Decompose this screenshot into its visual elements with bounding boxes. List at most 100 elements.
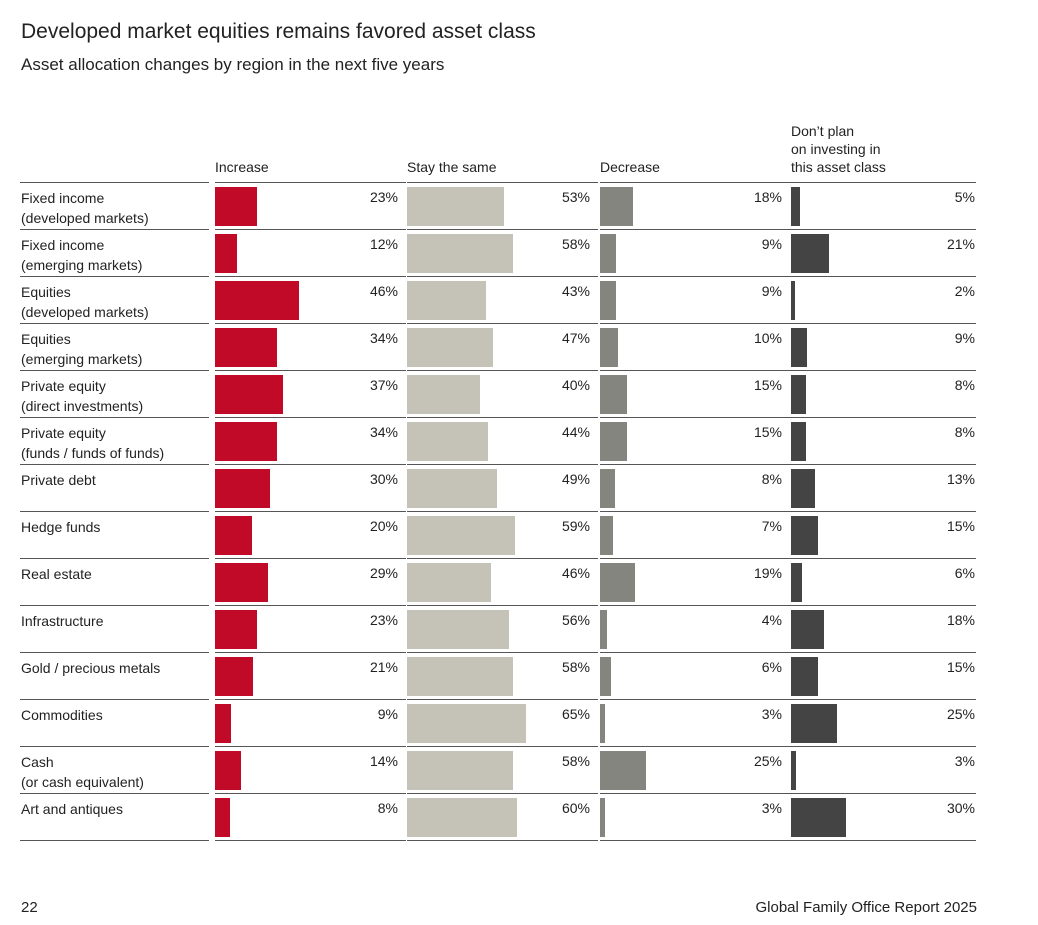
- bar-dont-plan: [791, 375, 806, 414]
- row-separator: [215, 464, 406, 465]
- value-label: 30%: [369, 471, 398, 487]
- row-separator: [215, 417, 406, 418]
- row-separator: [407, 793, 598, 794]
- row-separator: [791, 840, 976, 841]
- bar-increase: [215, 375, 283, 414]
- row-label: Art and antiques: [21, 801, 123, 817]
- value-label: 40%: [561, 377, 590, 393]
- bar-stay-the-same: [407, 328, 493, 367]
- row-label: Private equity (direct investments): [21, 378, 144, 414]
- value-label: 2%: [954, 283, 975, 299]
- value-label: 44%: [561, 424, 590, 440]
- row-separator: [20, 558, 209, 559]
- row-label: Fixed income (emerging markets): [21, 237, 143, 273]
- value-label: 20%: [369, 518, 398, 534]
- row-separator: [407, 605, 598, 606]
- value-label: 19%: [753, 565, 782, 581]
- row-separator: [600, 793, 791, 794]
- row-separator: [215, 276, 406, 277]
- value-label: 56%: [561, 612, 590, 628]
- value-label: 30%: [946, 800, 975, 816]
- row-separator: [791, 229, 976, 230]
- row-separator: [791, 417, 976, 418]
- row-separator: [600, 840, 791, 841]
- column-header-stay-the-same: Stay the same: [407, 159, 497, 175]
- publication-name: Global Family Office Report 2025: [755, 899, 978, 916]
- value-label: 29%: [369, 565, 398, 581]
- value-label: 23%: [369, 189, 398, 205]
- row-separator: [600, 417, 791, 418]
- value-label: 34%: [369, 330, 398, 346]
- bar-stay-the-same: [407, 563, 492, 602]
- bar-decrease: [600, 328, 619, 367]
- bar-dont-plan: [791, 187, 801, 226]
- row-label: Equities (developed markets): [21, 284, 149, 320]
- row-separator: [791, 605, 976, 606]
- chart-subtitle: Asset allocation changes by region in th…: [21, 55, 445, 74]
- value-label: 34%: [369, 424, 398, 440]
- value-label: 23%: [369, 612, 398, 628]
- bar-stay-the-same: [407, 704, 526, 743]
- row-separator: [600, 323, 791, 324]
- value-label: 7%: [761, 518, 782, 534]
- value-label: 25%: [753, 753, 782, 769]
- row-separator: [407, 276, 598, 277]
- row-separator: [791, 699, 976, 700]
- value-label: 25%: [946, 706, 975, 722]
- chart-title: Developed market equities remains favore…: [21, 20, 536, 43]
- bar-dont-plan: [791, 657, 819, 696]
- page-number: 22: [21, 899, 38, 916]
- row-separator: [215, 229, 406, 230]
- bar-decrease: [600, 469, 615, 508]
- value-label: 12%: [369, 236, 398, 252]
- bar-decrease: [600, 281, 617, 320]
- row-separator: [600, 699, 791, 700]
- row-separator: [791, 370, 976, 371]
- row-separator: [20, 182, 209, 183]
- bar-increase: [215, 798, 230, 837]
- bar-decrease: [600, 375, 628, 414]
- row-separator: [20, 652, 209, 653]
- row-separator: [215, 182, 406, 183]
- bar-decrease: [600, 422, 628, 461]
- value-label: 37%: [369, 377, 398, 393]
- bar-stay-the-same: [407, 751, 514, 790]
- row-separator: [791, 182, 976, 183]
- bar-dont-plan: [791, 469, 815, 508]
- bar-dont-plan: [791, 751, 797, 790]
- value-label: 14%: [369, 753, 398, 769]
- row-label: Equities (emerging markets): [21, 331, 143, 367]
- value-label: 15%: [753, 377, 782, 393]
- row-separator: [407, 840, 598, 841]
- bar-increase: [215, 422, 278, 461]
- row-separator: [791, 793, 976, 794]
- value-label: 6%: [954, 565, 975, 581]
- bar-stay-the-same: [407, 657, 514, 696]
- bar-decrease: [600, 187, 633, 226]
- row-separator: [600, 558, 791, 559]
- row-separator: [791, 652, 976, 653]
- value-label: 43%: [561, 283, 590, 299]
- bar-dont-plan: [791, 281, 795, 320]
- value-label: 60%: [561, 800, 590, 816]
- bar-dont-plan: [791, 704, 837, 743]
- row-separator: [791, 276, 976, 277]
- row-separator: [791, 746, 976, 747]
- row-separator: [215, 840, 406, 841]
- row-separator: [20, 323, 209, 324]
- column-header-increase: Increase: [215, 159, 269, 175]
- row-separator: [600, 652, 791, 653]
- row-separator: [215, 511, 406, 512]
- value-label: 10%: [753, 330, 782, 346]
- row-separator: [407, 746, 598, 747]
- row-separator: [791, 558, 976, 559]
- row-separator: [215, 746, 406, 747]
- bar-stay-the-same: [407, 798, 517, 837]
- row-separator: [20, 229, 209, 230]
- value-label: 8%: [954, 377, 975, 393]
- row-separator: [215, 370, 406, 371]
- bar-stay-the-same: [407, 234, 514, 273]
- row-label: Hedge funds: [21, 519, 101, 535]
- row-separator: [215, 605, 406, 606]
- bar-decrease: [600, 798, 606, 837]
